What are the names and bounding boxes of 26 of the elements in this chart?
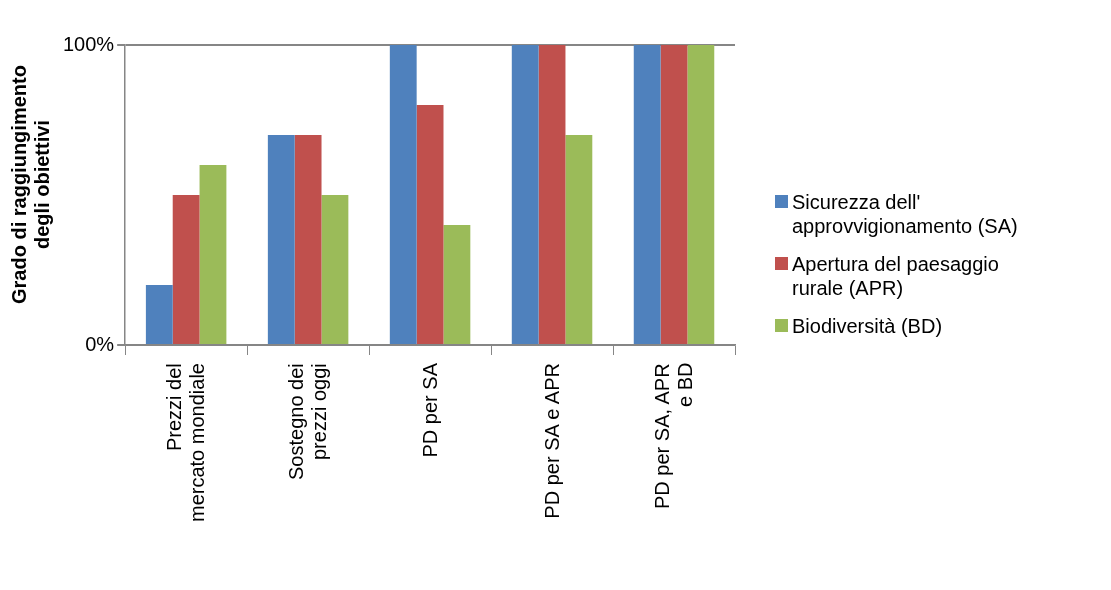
bar — [538, 45, 566, 344]
bar — [565, 135, 593, 344]
x-tick-label: PD per SA e APR — [540, 363, 564, 519]
x-tick-label: Sostegno dei prezzi oggi — [285, 363, 332, 482]
bar — [145, 285, 173, 344]
legend-label: Biodiversità (BD) — [792, 314, 944, 338]
bar — [294, 135, 322, 344]
bar — [321, 195, 349, 344]
bar — [633, 45, 661, 344]
bar — [443, 225, 471, 344]
x-tick-label: PD per SA — [418, 363, 442, 458]
bar — [172, 195, 200, 344]
y-tick-label: 0% — [85, 332, 115, 355]
bar — [267, 135, 295, 344]
x-tick-label: PD per SA, APR e BD — [651, 363, 697, 511]
y-axis-title: Grado di raggiungimento degli obiettivi — [8, 65, 54, 305]
x-tick-label: Prezzi del mercato mondiale — [163, 363, 210, 524]
y-tick-label: 100% — [63, 32, 115, 55]
legend-label: Apertura del paesaggio rurale (APR) — [792, 252, 1000, 300]
bar — [416, 105, 444, 344]
legend-label: Sicurezza dell' approvvigionamento (SA) — [792, 190, 1019, 238]
bar — [199, 165, 227, 344]
bar — [389, 45, 417, 344]
bar — [660, 45, 688, 344]
bar — [511, 45, 539, 344]
bar — [687, 45, 715, 344]
